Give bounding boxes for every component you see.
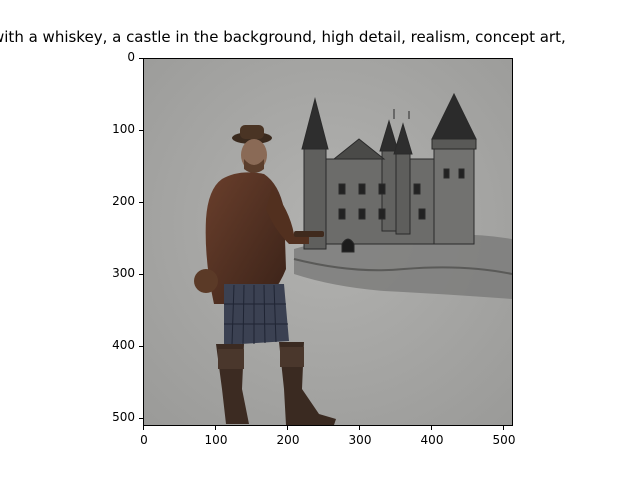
x-tick-mark — [143, 426, 144, 430]
y-tick-mark — [139, 274, 143, 275]
y-tick-mark — [139, 346, 143, 347]
x-tick-mark — [287, 426, 288, 430]
illustration-icon — [144, 59, 512, 425]
x-tick-mark — [431, 426, 432, 430]
y-tick-mark — [139, 130, 143, 131]
x-tick-label: 200 — [276, 433, 300, 447]
y-tick-label: 400 — [112, 338, 135, 352]
x-tick-mark — [215, 426, 216, 430]
x-tick-label: 0 — [140, 433, 148, 447]
man-figure — [194, 125, 336, 425]
image-axes — [143, 58, 513, 426]
y-tick-mark — [139, 202, 143, 203]
x-tick-label: 500 — [492, 433, 516, 447]
y-tick-label: 500 — [112, 410, 135, 424]
figure-title-text: with a whiskey, a castle in the backgrou… — [0, 28, 566, 46]
x-tick-mark — [359, 426, 360, 430]
x-tick-label: 100 — [204, 433, 228, 447]
y-tick-mark — [139, 58, 143, 59]
x-tick-mark — [503, 426, 504, 430]
y-tick-label: 0 — [127, 50, 135, 64]
x-tick-label: 300 — [348, 433, 372, 447]
x-tick-label: 400 — [420, 433, 444, 447]
y-tick-label: 300 — [112, 266, 135, 280]
castle-drawing — [301, 92, 477, 253]
y-tick-label: 100 — [112, 122, 135, 136]
y-tick-label: 200 — [112, 194, 135, 208]
figure-title: with a whiskey, a castle in the backgrou… — [0, 28, 640, 52]
y-tick-mark — [139, 418, 143, 419]
